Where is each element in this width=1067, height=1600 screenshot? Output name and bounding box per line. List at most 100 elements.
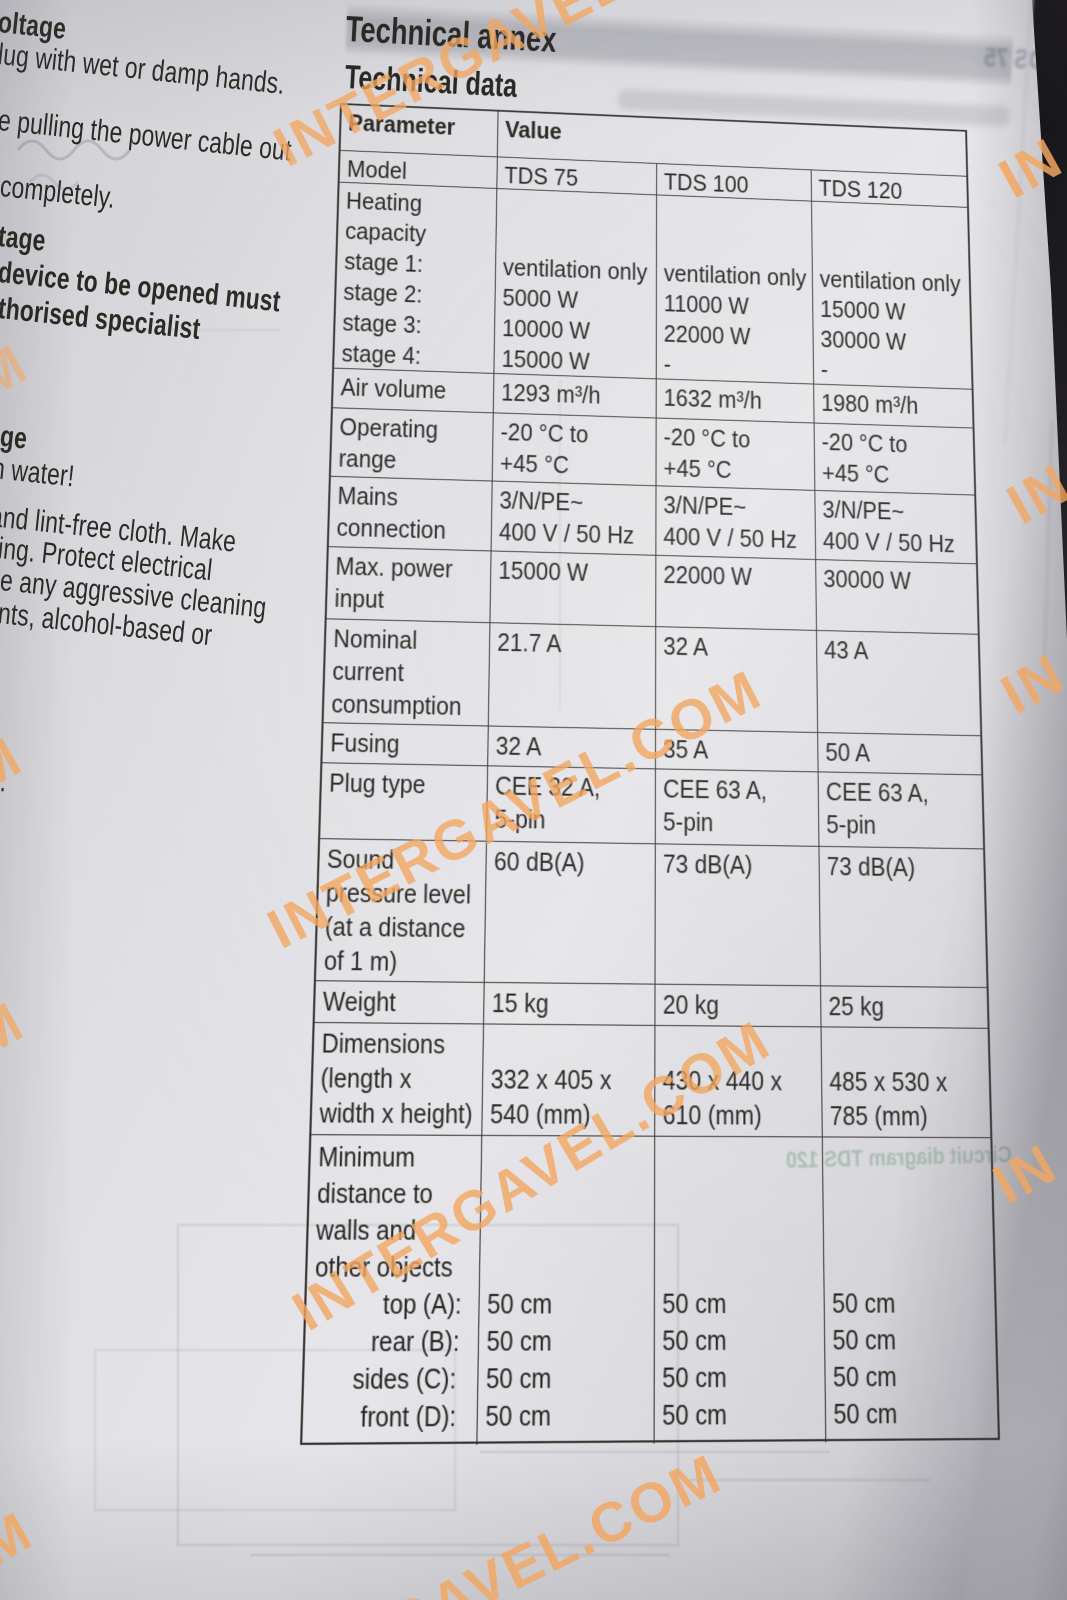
cell-text: 73 dB(A) bbox=[662, 848, 753, 880]
table-row: Plug type CEE 32 A, 5-pin CEE 63 A, 5-pin CEE… bbox=[320, 763, 984, 850]
cell-text: 15000 W bbox=[819, 294, 906, 326]
cell-text: stage 2: bbox=[343, 277, 423, 309]
param-cell: Operating range bbox=[330, 408, 494, 481]
cell-text: Sound bbox=[326, 843, 395, 875]
cell-text: stage 1: bbox=[343, 247, 424, 278]
cell-text: Dimensions bbox=[321, 1027, 446, 1060]
cell-text: (at a distance bbox=[324, 910, 466, 944]
cell-text: 3/N/PE~ bbox=[663, 490, 747, 522]
cell-line: 21.7 A bbox=[497, 626, 655, 662]
cell-line: TDS 100 bbox=[664, 167, 811, 201]
left-column-fragment: e pulling the power cable out bbox=[0, 104, 386, 178]
cell-line: current bbox=[332, 655, 489, 691]
cell-line: 485 x 530 x bbox=[829, 1065, 989, 1100]
cell-text: TDS 100 bbox=[663, 167, 749, 199]
value-cell: 50 cm 50 cm 50 cm 50 cm bbox=[477, 1135, 656, 1445]
cell-line: 50 cm bbox=[832, 1321, 995, 1358]
cell-line: - bbox=[664, 349, 814, 384]
cell-line: -20 °C to bbox=[821, 426, 973, 461]
cell-text: - bbox=[663, 349, 671, 378]
left-column-fragment: ge bbox=[0, 420, 37, 458]
cell-line: 400 V / 50 Hz bbox=[823, 525, 976, 560]
cell-line: CEE 63 A, bbox=[663, 773, 818, 808]
value-cell: 20 kg bbox=[655, 984, 822, 1027]
cell-line: 332 x 405 x bbox=[490, 1062, 654, 1098]
cell-line: pressure level bbox=[326, 876, 486, 912]
value-cell: 15000 W bbox=[490, 551, 657, 627]
cell-text: consumption bbox=[331, 688, 462, 721]
cell-line: 73 dB(A) bbox=[827, 850, 984, 885]
cell-text: rear (B): bbox=[370, 1324, 460, 1358]
cell-text: CEE 32 A, bbox=[494, 770, 601, 803]
cell-text: 73 dB(A) bbox=[826, 850, 916, 883]
left-column-fragment: . bbox=[0, 765, 11, 800]
left-column-fragment-text: . bbox=[0, 765, 9, 799]
cell-line: Mains bbox=[337, 480, 492, 516]
cell-text: stage 3: bbox=[342, 308, 423, 339]
value-cell: ventilation only 5000 W 10000 W 15000 W bbox=[494, 188, 658, 379]
value-cell: 1293 m³/h bbox=[493, 373, 657, 418]
cell-line: 50 cm bbox=[662, 1395, 825, 1433]
cell-text: Mains bbox=[337, 480, 399, 512]
param-cell: Plug type bbox=[320, 763, 489, 841]
cell-text: 15 kg bbox=[491, 987, 549, 1019]
cell-line: Plug type bbox=[329, 766, 487, 802]
cell-line: stage 4: bbox=[341, 338, 494, 373]
value-cell: -20 °C to +45 °C bbox=[815, 423, 975, 494]
value-cell: CEE 32 A, 5-pin bbox=[486, 766, 656, 844]
cell-line: +45 °C bbox=[500, 448, 656, 484]
cell-text: Air volume bbox=[340, 372, 447, 405]
cell-line: 50 cm bbox=[487, 1285, 654, 1322]
cell-line: 15000 W bbox=[501, 343, 655, 378]
cell-line: consumption bbox=[331, 688, 488, 724]
cell-text: input bbox=[334, 583, 385, 614]
cell-line: 50 cm bbox=[832, 1285, 995, 1322]
cell-line: Minimum bbox=[318, 1138, 481, 1175]
cell-line: connection bbox=[336, 512, 491, 548]
cell-text: 400 V / 50 Hz bbox=[498, 517, 635, 550]
cell-line: 32 A bbox=[495, 730, 655, 766]
cell-line: 3/N/PE~ bbox=[663, 489, 814, 525]
cell-line: 610 (mm) bbox=[663, 1098, 822, 1133]
cell-line: sides (C): bbox=[311, 1360, 477, 1398]
cell-text: 50 cm bbox=[662, 1397, 727, 1432]
param-cell: Weight bbox=[314, 981, 485, 1024]
cell-text: 25 kg bbox=[828, 990, 885, 1022]
cell-text: 430 x 440 x bbox=[662, 1064, 783, 1097]
model-cell: TDS 120 bbox=[812, 170, 967, 207]
cell-text: -20 °C to bbox=[663, 422, 751, 454]
cell-text: 5-pin bbox=[494, 803, 546, 835]
cell-line: 35 A bbox=[663, 733, 817, 769]
cell-line: Nominal bbox=[333, 622, 489, 658]
cell-line: 50 cm bbox=[833, 1358, 997, 1396]
model-cell: TDS 100 bbox=[657, 163, 813, 201]
cell-line: 15000 W bbox=[498, 555, 655, 591]
cell-text: 1293 m³/h bbox=[500, 377, 601, 410]
value-cell: 1632 m³/h bbox=[656, 379, 815, 423]
cell-line: Dimensions bbox=[321, 1026, 483, 1062]
cell-text: 11000 W bbox=[663, 289, 749, 320]
cell-line: 50 cm bbox=[833, 1394, 997, 1432]
cell-text: TDS 120 bbox=[818, 174, 903, 205]
cell-text: TDS 75 bbox=[504, 161, 579, 192]
cell-text: 50 cm bbox=[485, 1398, 552, 1433]
cell-line: CEE 63 A, bbox=[826, 775, 982, 810]
cell-line: (at a distance bbox=[325, 910, 485, 946]
cell-line: 1632 m³/h bbox=[664, 382, 814, 418]
cell-line: 3/N/PE~ bbox=[822, 494, 975, 529]
value-cell: 485 x 530 x 785 (mm) bbox=[822, 1027, 991, 1137]
cell-line: Parameter bbox=[348, 108, 498, 144]
cell-text: 50 cm bbox=[833, 1397, 898, 1431]
cell-text: 22000 W bbox=[663, 559, 753, 591]
value-cell: 430 x 440 x 610 (mm) bbox=[655, 1025, 823, 1137]
cell-line: Weight bbox=[322, 984, 483, 1020]
cell-line: 60 dB(A) bbox=[494, 845, 655, 881]
cell-line: top (A): bbox=[314, 1285, 479, 1322]
cell-text: Plug type bbox=[328, 767, 426, 800]
cell-text: 50 cm bbox=[485, 1361, 552, 1395]
cell-line: walls and bbox=[316, 1212, 480, 1249]
value-cell: 15 kg bbox=[484, 982, 656, 1025]
value-cell: 73 dB(A) bbox=[819, 847, 986, 987]
value-cell: 43 A bbox=[817, 631, 980, 735]
cell-text: Fusing bbox=[329, 727, 400, 759]
